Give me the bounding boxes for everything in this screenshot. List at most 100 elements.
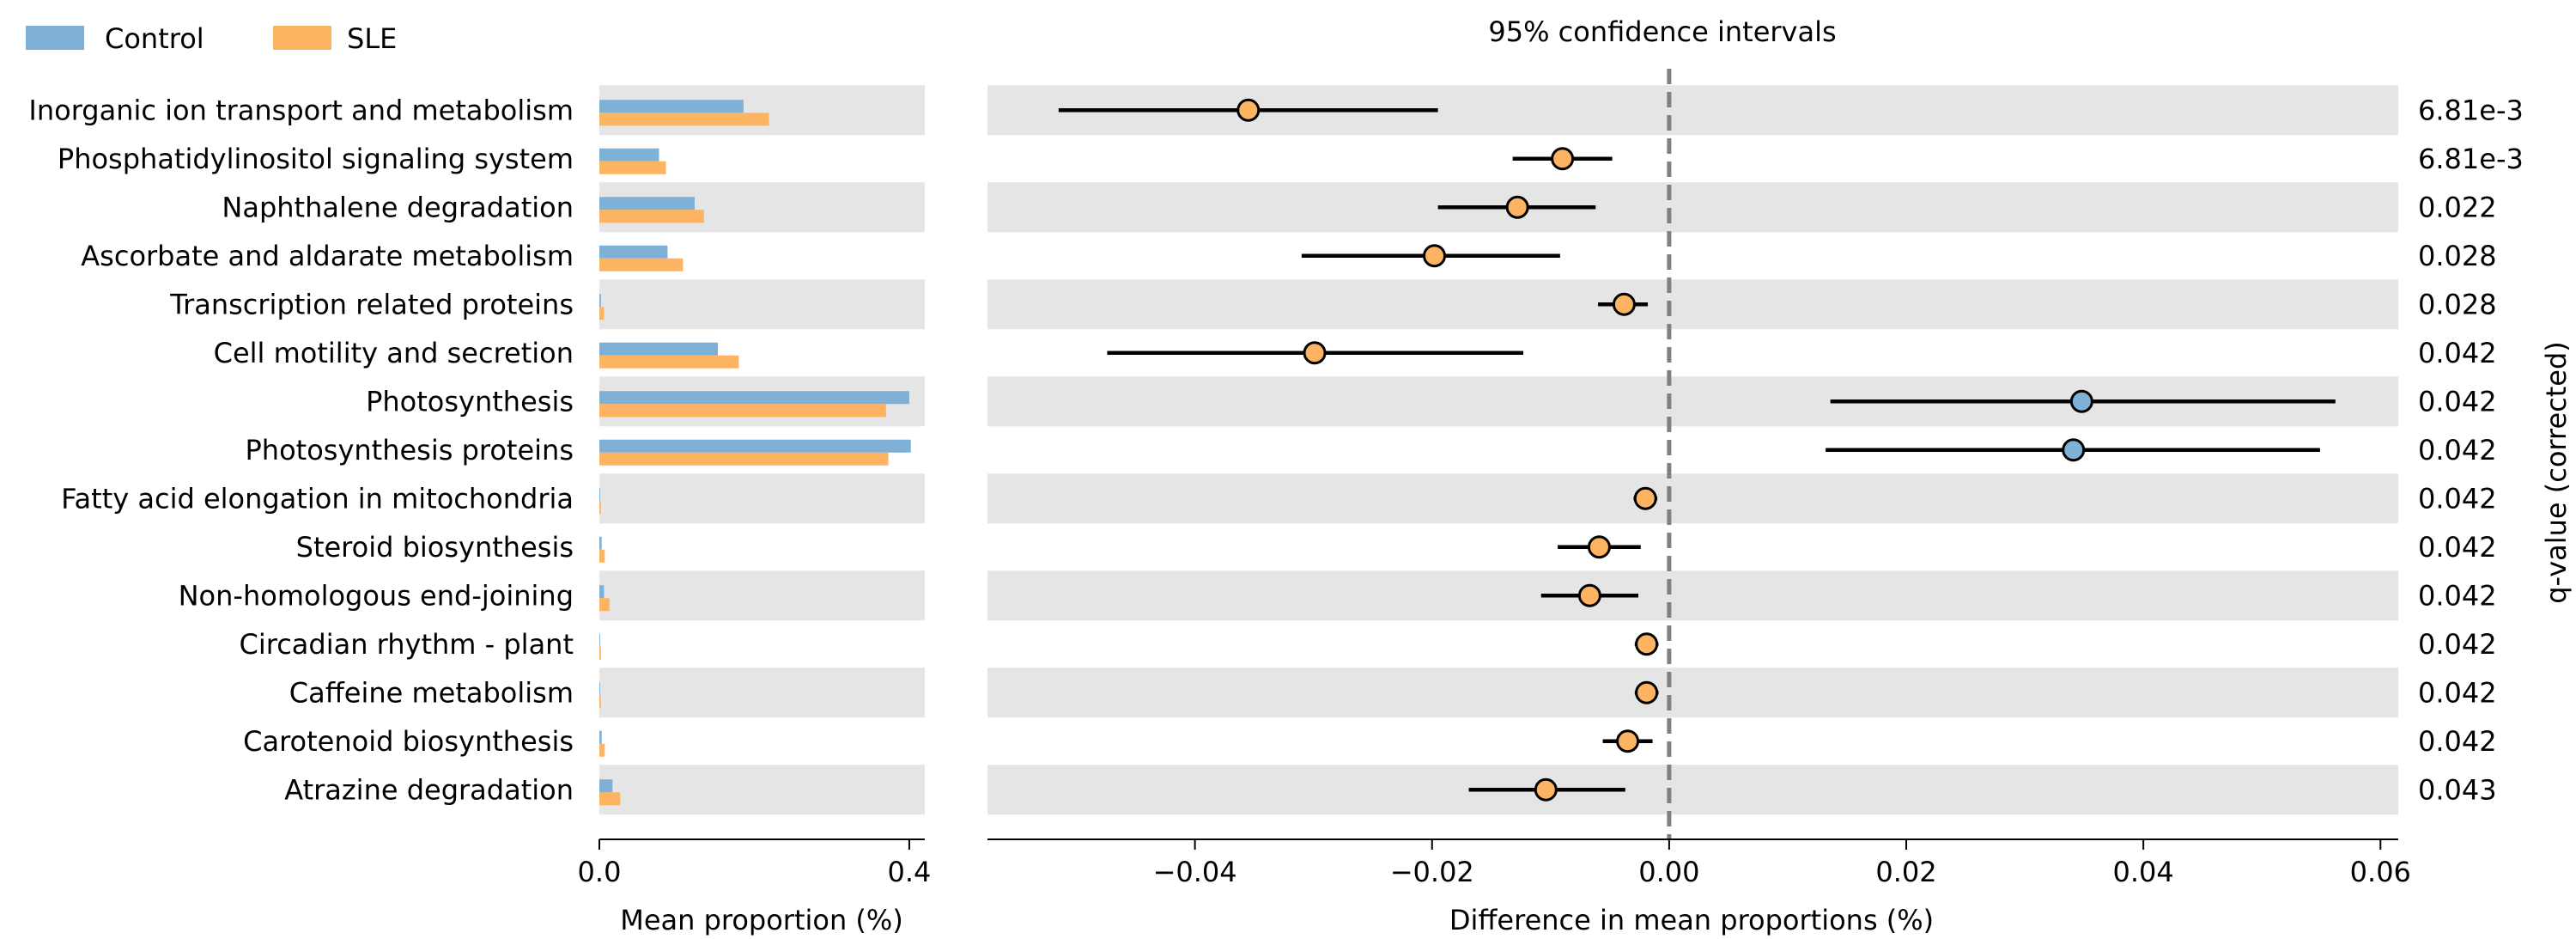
q-value: 0.042	[2418, 676, 2497, 709]
q-values: 6.81e-3 6.81e-3 0.022 0.028 0.028 0.042 0.042 0…	[2418, 94, 2524, 806]
ci-row-stripe	[987, 182, 2398, 233]
ci-row-stripe	[987, 765, 2398, 815]
diff-axis-tick-label: −0.04	[1153, 856, 1237, 888]
q-value: 0.028	[2418, 288, 2497, 320]
mean-proportion-bars	[599, 100, 911, 806]
q-value: 6.81e-3	[2418, 94, 2524, 126]
bar-row-stripe	[599, 279, 925, 330]
bar-sle	[599, 549, 605, 563]
q-value: 0.042	[2418, 482, 2497, 515]
category-label: Photosynthesis	[366, 385, 574, 418]
bar-control	[599, 488, 600, 502]
diff-axis-tick-label: 0.04	[2113, 856, 2174, 888]
diff-axis-tick-label: 0.00	[1638, 856, 1699, 888]
ci-point	[1534, 777, 1558, 802]
q-value: 0.043	[2418, 773, 2497, 806]
legend-label-sle: SLE	[347, 22, 397, 55]
diff-axis-tick-label: 0.06	[2350, 856, 2411, 888]
legend-swatch-sle	[273, 26, 331, 50]
ci-point	[1551, 147, 1575, 171]
q-value: 0.042	[2418, 385, 2497, 418]
category-label: Naphthalene degradation	[222, 191, 574, 223]
bar-control	[599, 439, 911, 453]
bar-control	[599, 730, 602, 744]
bar-control	[599, 100, 744, 113]
category-label: Carotenoid biosynthesis	[243, 725, 574, 758]
bar-sle	[599, 743, 605, 757]
category-label: Steroid biosynthesis	[296, 531, 574, 564]
ci-point	[1635, 680, 1659, 704]
ci-row-stripe	[987, 668, 2398, 718]
legend-swatch-control	[26, 26, 84, 50]
q-value: 0.042	[2418, 337, 2497, 369]
ci-point	[2069, 389, 2093, 413]
bar-control	[599, 536, 602, 550]
bar-sle	[599, 307, 605, 320]
bar-control	[599, 391, 909, 405]
bar-control	[599, 779, 613, 793]
q-value-axis-label: q-value (corrected)	[2540, 341, 2573, 604]
bar-control	[599, 682, 600, 696]
diff-x-axis-label: Difference in mean proportions (%)	[1449, 904, 1934, 936]
ci-point	[1633, 486, 1657, 510]
confidence-intervals	[1058, 98, 2336, 802]
bar-row-stripe	[599, 765, 925, 815]
row-stripes	[599, 85, 2398, 815]
category-label: Circadian rhythm - plant	[240, 628, 574, 661]
category-label: Fatty acid elongation in mitochondria	[61, 482, 574, 515]
bar-row-stripe	[599, 473, 925, 524]
legend-label-control: Control	[105, 22, 204, 55]
bar-sle	[599, 695, 601, 709]
bar-row-stripe	[599, 668, 925, 718]
ci-point	[1423, 244, 1447, 268]
ci-point	[1635, 632, 1659, 656]
ci-point	[1587, 535, 1611, 559]
bar-x-axis-label: Mean proportion (%)	[620, 904, 903, 936]
ci-point	[1236, 98, 1261, 122]
legend: Control SLE	[26, 22, 397, 55]
diff-axis-tick-label: −0.02	[1390, 856, 1474, 888]
category-label: Phosphatidylinositol signaling system	[58, 143, 574, 175]
bar-sle	[599, 452, 889, 466]
category-label: Transcription related proteins	[169, 288, 574, 320]
bar-sle	[599, 598, 610, 612]
ci-point	[1616, 729, 1640, 753]
bar-control	[599, 633, 600, 647]
bar-sle	[599, 501, 601, 515]
q-value: 0.028	[2418, 240, 2497, 272]
bar-sle	[599, 210, 704, 223]
bar-control	[599, 245, 668, 259]
q-value: 0.042	[2418, 725, 2497, 758]
bar-control	[599, 294, 601, 308]
category-label: Ascorbate and aldarate metabolism	[81, 240, 574, 272]
ci-row-stripe	[987, 279, 2398, 330]
category-label: Inorganic ion transport and metabolism	[28, 94, 574, 126]
ci-point	[1505, 195, 1529, 219]
ci-title: 95% confidence intervals	[1488, 15, 1836, 48]
diff-axis-tick-label: 0.02	[1875, 856, 1936, 888]
q-value: 6.81e-3	[2418, 143, 2524, 175]
ci-row-stripe	[987, 473, 2398, 524]
bar-control	[599, 197, 695, 210]
diff-x-axis: −0.04 −0.02 0.00 0.02 0.04 0.06	[987, 838, 2411, 888]
ci-point	[1303, 341, 1327, 365]
category-label: Photosynthesis proteins	[245, 434, 574, 466]
bar-control	[599, 342, 719, 356]
bar-axis-tick-label: 0.4	[888, 856, 932, 888]
bar-control	[599, 585, 605, 599]
q-value: 0.042	[2418, 579, 2497, 612]
bar-sle	[599, 113, 769, 126]
bar-sle	[599, 161, 666, 174]
bar-sle	[599, 355, 739, 369]
bar-sle	[599, 792, 621, 806]
category-label: Caffeine metabolism	[289, 676, 574, 709]
q-value: 0.042	[2418, 434, 2497, 466]
q-value: 0.022	[2418, 191, 2497, 223]
ci-point	[1612, 292, 1636, 316]
bar-row-stripe	[599, 570, 925, 621]
q-value: 0.042	[2418, 628, 2497, 661]
category-label: Non-homologous end-joining	[179, 579, 574, 612]
q-value: 0.042	[2418, 531, 2497, 564]
category-label: Atrazine degradation	[284, 773, 574, 806]
